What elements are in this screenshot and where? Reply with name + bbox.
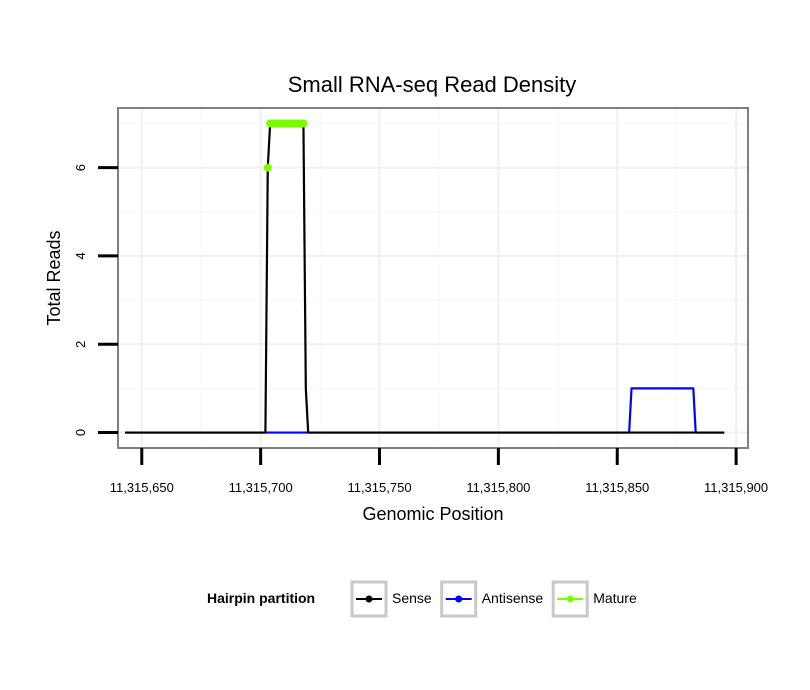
legend-key-marker <box>365 595 373 603</box>
y-tick-label: 6 <box>73 164 88 171</box>
grid-lines <box>119 109 747 447</box>
legend-title: Hairpin partition <box>207 590 315 606</box>
mature-markers <box>263 119 308 172</box>
x-tick-label: 11,315,900 <box>704 480 768 495</box>
x-axis-title: Genomic Position <box>362 504 503 524</box>
legend: Hairpin partition Sense Antisense Mature <box>207 580 637 618</box>
legend-key-marker <box>455 595 463 603</box>
x-tick-label: 11,315,800 <box>466 480 530 495</box>
y-tick-label: 0 <box>73 429 88 436</box>
legend-label-sense: Sense <box>392 590 432 606</box>
chart-title: Small RNA-seq Read Density <box>288 72 577 97</box>
y-tick-label: 4 <box>73 252 88 259</box>
mature-point <box>263 163 272 172</box>
axes: 11,315,650 11,315,700 11,315,750 11,315,800… <box>73 164 768 495</box>
mature-point <box>299 119 308 128</box>
plot-panel <box>117 107 749 449</box>
y-tick-label: 2 <box>73 341 88 348</box>
legend-key-marker <box>566 595 574 603</box>
x-tick-label: 11,315,650 <box>110 480 174 495</box>
legend-label-mature: Mature <box>593 590 637 606</box>
x-tick-label: 11,315,750 <box>347 480 411 495</box>
x-tick-label: 11,315,850 <box>585 480 649 495</box>
legend-label-antisense: Antisense <box>482 590 544 606</box>
y-axis-title: Total Reads <box>44 230 64 325</box>
x-tick-label: 11,315,700 <box>229 480 293 495</box>
